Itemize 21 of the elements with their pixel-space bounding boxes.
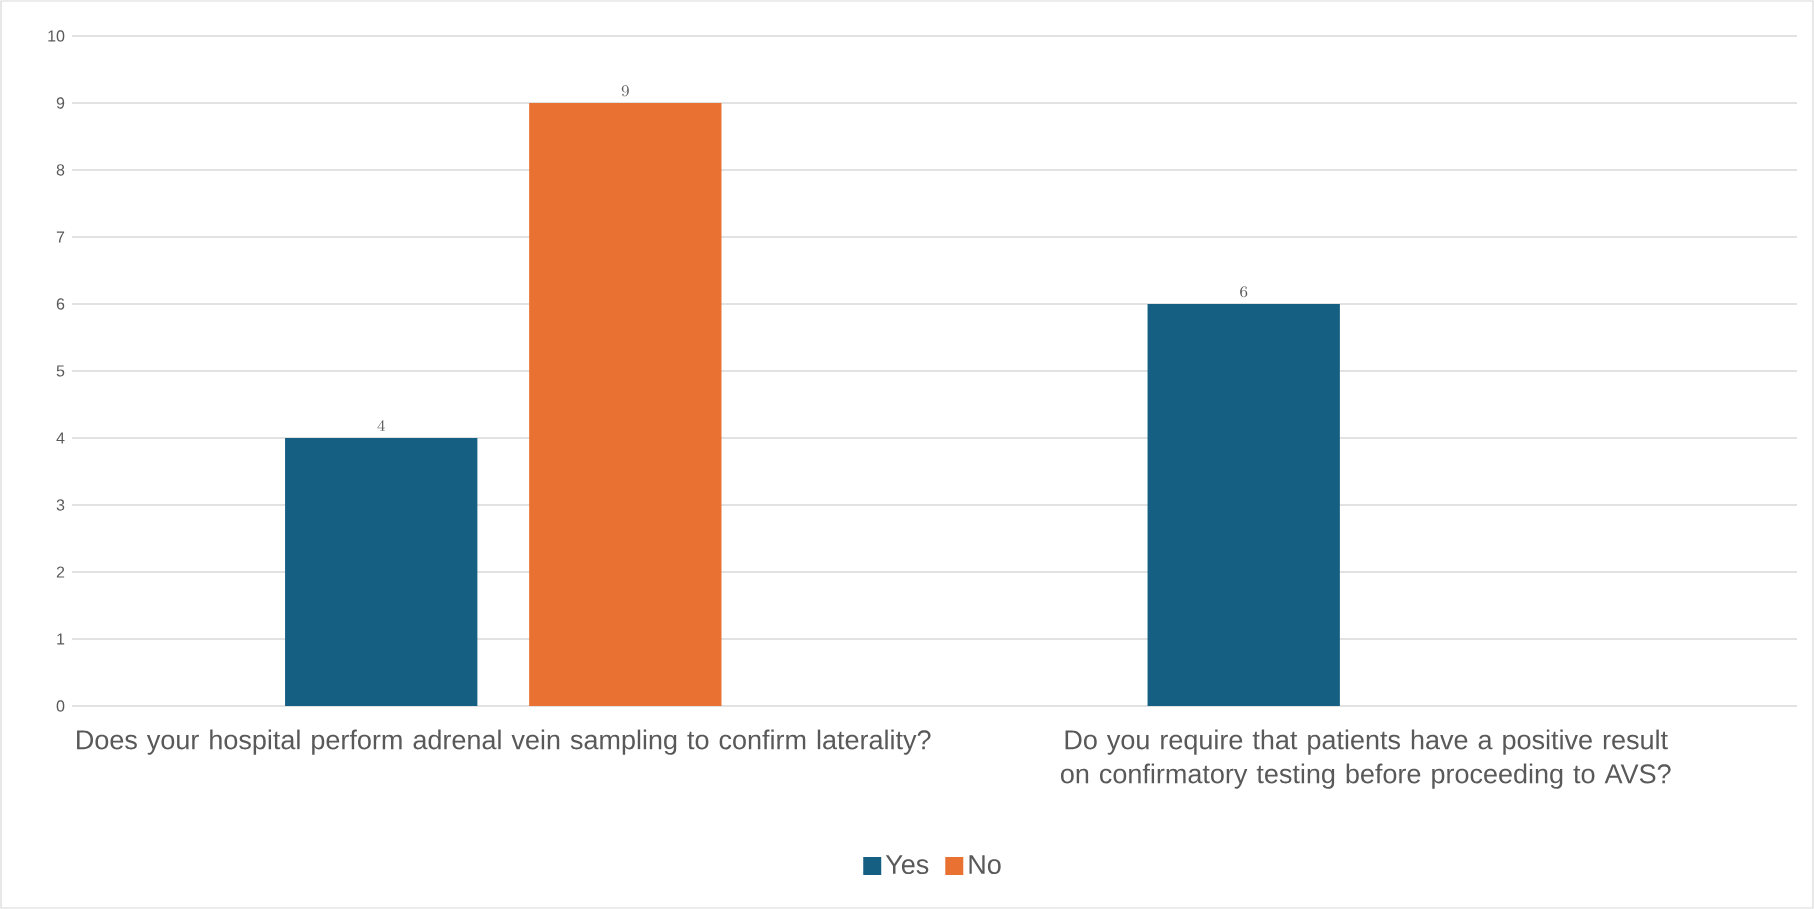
y-tick-label: 0: [56, 700, 65, 712]
x-tick-label: Does your hospital perform adrenal vein sampling to confirm laterality?: [77, 729, 931, 755]
y-tick-label: 8: [56, 164, 65, 176]
y-tick-label: 7: [56, 231, 65, 243]
y-tick-label: 5: [56, 365, 65, 377]
bar: [529, 102, 722, 706]
x-tick-label: Do you require that patients have a positive result on confirmatory testing before proceeding to AVS?: [1060, 729, 1671, 789]
data-label: 4: [377, 420, 385, 431]
y-tick-label: 10: [48, 30, 65, 42]
data-label: 9: [621, 85, 629, 97]
data-label: 6: [1240, 286, 1248, 298]
bar: [285, 437, 478, 706]
y-tick-label: 3: [56, 499, 65, 511]
bar: [1147, 303, 1340, 706]
y-tick-label: 4: [56, 432, 65, 444]
legend-label: Yes: [885, 855, 929, 875]
y-tick-label: 9: [56, 97, 65, 109]
y-tick-label: 2: [56, 566, 65, 578]
y-tick-label: 1: [57, 633, 65, 645]
y-tick-label: 6: [56, 298, 65, 310]
legend-label: No: [969, 855, 1001, 875]
